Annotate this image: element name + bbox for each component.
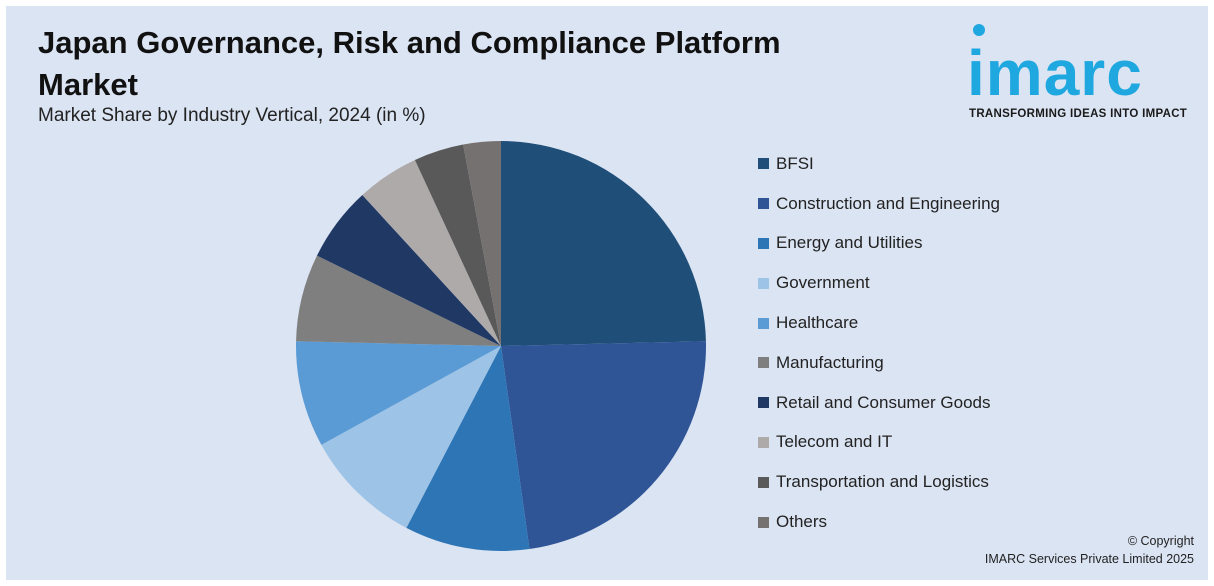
pie-slice-energy-and-utilities [406,346,530,551]
legend-label: Retail and Consumer Goods [776,392,991,412]
legend-swatch [758,158,769,170]
legend-item: Manufacturing [758,343,1000,383]
logo-dot [973,24,985,36]
legend-label: Government [776,273,870,293]
legend-item: Telecom and IT [758,423,1000,463]
chart-frame: Japan Governance, Risk and Compliance Pl… [6,6,1208,580]
pie-slice-retail-and-consumer-goods [316,195,501,346]
legend-item: Transportation and Logistics [758,462,1000,502]
chart-subtitle: Market Share by Industry Vertical, 2024 … [38,105,426,126]
legend-swatch [758,237,769,249]
legend-item: Healthcare [758,303,1000,343]
copyright-line-2: IMARC Services Private Limited 2025 [984,552,1194,566]
copyright-line-1: © Copyright [1127,534,1194,548]
legend-item: Others [758,502,1000,542]
pie-slice-bfsi [501,141,706,346]
legend-item: Government [758,263,1000,303]
legend-item: Construction and Engineering [758,184,1000,224]
logo-tagline: TRANSFORMING IDEAS INTO IMPACT [969,108,1188,120]
legend-item: Energy and Utilities [758,224,1000,264]
legend-label: Others [776,512,828,532]
legend-swatch [758,317,769,329]
pie-slice-transportation-and-logistics [414,144,501,346]
legend-label: Energy and Utilities [776,233,923,253]
legend-swatch [758,198,769,210]
copyright: © Copyright IMARC Services Private Limit… [985,532,1194,568]
pie-slice-healthcare [296,341,501,445]
pie-chart [296,141,706,551]
legend-swatch [758,476,769,488]
legend-item: Retail and Consumer Goods [758,383,1000,423]
imarc-logo: imarc TRANSFORMING IDEAS INTO IMPACT [961,16,1201,126]
legend-swatch [758,357,769,369]
logo-word: imarc [967,37,1143,109]
legend-swatch [758,397,769,409]
pie-slice-government [321,346,501,528]
legend-label: BFSI [776,153,814,173]
legend-swatch [758,516,769,528]
legend-swatch [758,277,769,289]
legend-item: BFSI [758,144,1000,184]
legend-label: Telecom and IT [776,432,893,452]
pie-slice-others [463,141,501,346]
pie-slice-telecom-and-it [362,159,501,346]
legend-label: Manufacturing [776,352,884,372]
legend-label: Healthcare [776,313,859,333]
pie-slice-construction-and-engineering [501,341,706,550]
chart-title: Japan Governance, Risk and Compliance Pl… [38,25,781,102]
legend-swatch [758,436,769,448]
legend-label: Construction and Engineering [776,193,1000,213]
legend: BFSI Construction and Engineering Energy a… [758,144,1000,542]
legend-label: Transportation and Logistics [776,472,989,492]
pie-slice-manufacturing [296,255,501,346]
